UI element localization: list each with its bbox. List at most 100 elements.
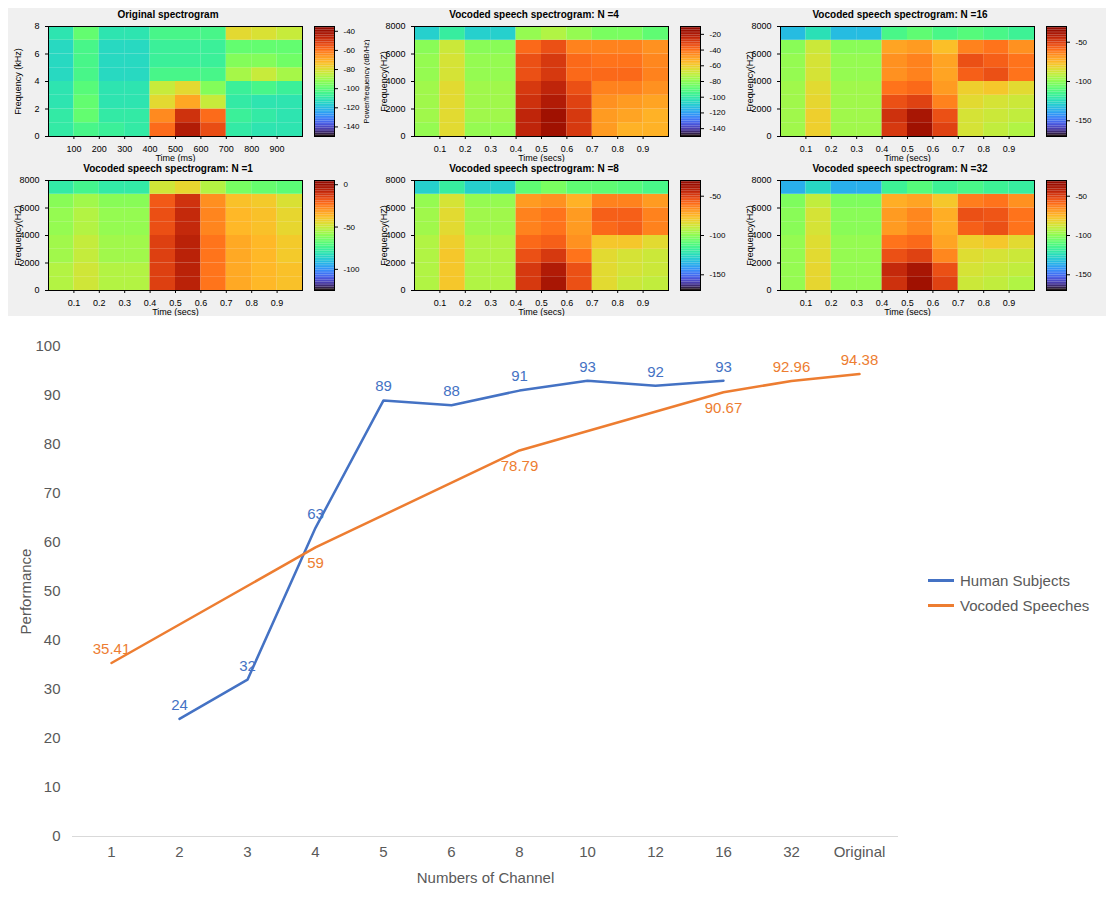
svg-text:Original: Original [834, 843, 886, 860]
svg-text:0: 0 [34, 285, 39, 295]
svg-text:0.8: 0.8 [245, 298, 258, 308]
svg-text:Time (secs): Time (secs) [518, 307, 565, 317]
svg-text:Frequency(HZ): Frequency(HZ) [379, 51, 389, 112]
svg-text:93: 93 [715, 358, 732, 375]
svg-text:12: 12 [647, 843, 664, 860]
svg-text:20: 20 [44, 729, 61, 746]
svg-text:8000: 8000 [385, 176, 405, 185]
svg-text:200: 200 [92, 144, 107, 154]
svg-text:-60: -60 [344, 46, 356, 55]
svg-text:0.1: 0.1 [800, 144, 813, 154]
svg-text:-80: -80 [710, 77, 722, 86]
svg-text:-100: -100 [1076, 77, 1093, 86]
svg-text:700: 700 [219, 144, 234, 154]
svg-text:-50: -50 [1076, 38, 1088, 47]
svg-text:300: 300 [117, 144, 132, 154]
svg-text:90.67: 90.67 [705, 399, 743, 416]
svg-text:2: 2 [175, 843, 183, 860]
svg-text:Numbers of Channel: Numbers of Channel [417, 869, 555, 886]
svg-text:0.2: 0.2 [825, 298, 838, 308]
svg-text:0: 0 [52, 827, 60, 844]
svg-text:-80: -80 [344, 65, 356, 74]
svg-text:-140: -140 [710, 124, 727, 133]
svg-text:0.9: 0.9 [271, 298, 284, 308]
svg-text:-150: -150 [710, 270, 727, 279]
svg-text:0.2: 0.2 [459, 298, 472, 308]
svg-text:100: 100 [35, 337, 60, 354]
svg-text:0.3: 0.3 [484, 298, 497, 308]
svg-text:0.1: 0.1 [68, 298, 81, 308]
svg-text:0.7: 0.7 [220, 298, 233, 308]
svg-text:24: 24 [171, 696, 188, 713]
svg-text:80: 80 [44, 435, 61, 452]
svg-text:89: 89 [375, 377, 392, 394]
svg-text:0.1: 0.1 [800, 298, 813, 308]
svg-text:60: 60 [44, 533, 61, 550]
svg-text:Time (secs): Time (secs) [152, 307, 199, 317]
svg-text:50: 50 [44, 582, 61, 599]
svg-text:92: 92 [647, 363, 664, 380]
svg-text:-50: -50 [1076, 192, 1088, 201]
svg-text:0.3: 0.3 [118, 298, 131, 308]
svg-text:0.7: 0.7 [952, 144, 965, 154]
svg-text:0: 0 [766, 285, 771, 295]
svg-text:8000: 8000 [385, 22, 405, 31]
svg-text:88: 88 [443, 382, 460, 399]
svg-text:-150: -150 [1076, 270, 1093, 279]
svg-text:-50: -50 [344, 223, 356, 232]
svg-text:Time (secs): Time (secs) [884, 307, 931, 317]
svg-text:0: 0 [400, 131, 405, 141]
svg-text:-140: -140 [344, 122, 361, 131]
svg-text:-150: -150 [1076, 116, 1093, 125]
svg-text:93: 93 [579, 358, 596, 375]
svg-text:Frequency (kHz): Frequency (kHz) [13, 48, 23, 115]
svg-text:10: 10 [579, 843, 596, 860]
svg-text:Frequency(HZ): Frequency(HZ) [745, 205, 755, 266]
svg-text:0.8: 0.8 [977, 298, 990, 308]
svg-text:92.96: 92.96 [773, 358, 811, 375]
svg-text:Time (secs): Time (secs) [884, 153, 931, 163]
svg-text:32: 32 [783, 843, 800, 860]
svg-text:0.7: 0.7 [952, 298, 965, 308]
svg-text:8: 8 [34, 22, 39, 31]
svg-text:0.9: 0.9 [637, 298, 650, 308]
svg-text:4: 4 [311, 843, 319, 860]
svg-text:0.2: 0.2 [459, 144, 472, 154]
svg-text:30: 30 [44, 680, 61, 697]
svg-text:2: 2 [34, 104, 39, 114]
svg-text:70: 70 [44, 484, 61, 501]
svg-text:78.79: 78.79 [501, 457, 539, 474]
svg-text:-100: -100 [710, 231, 727, 240]
svg-text:0: 0 [34, 131, 39, 141]
svg-text:40: 40 [44, 631, 61, 648]
svg-text:0.7: 0.7 [586, 298, 599, 308]
svg-text:16: 16 [715, 843, 732, 860]
svg-text:6: 6 [34, 49, 39, 59]
svg-text:5: 5 [379, 843, 387, 860]
svg-text:0.8: 0.8 [611, 144, 624, 154]
svg-text:-40: -40 [344, 27, 356, 36]
svg-text:Frequency(HZ): Frequency(HZ) [13, 205, 23, 266]
svg-text:0.1: 0.1 [434, 144, 447, 154]
svg-text:800: 800 [244, 144, 259, 154]
svg-text:94.38: 94.38 [841, 351, 879, 368]
svg-text:3: 3 [243, 843, 251, 860]
svg-text:0: 0 [344, 180, 349, 189]
svg-text:-100: -100 [710, 93, 727, 102]
svg-text:8000: 8000 [751, 22, 771, 31]
svg-text:0.9: 0.9 [637, 144, 650, 154]
svg-text:600: 600 [193, 144, 208, 154]
svg-text:Performance: Performance [17, 549, 34, 635]
svg-text:0: 0 [766, 131, 771, 141]
svg-text:90: 90 [44, 386, 61, 403]
svg-text:0.2: 0.2 [93, 298, 106, 308]
svg-text:0.8: 0.8 [611, 298, 624, 308]
svg-text:4: 4 [34, 76, 39, 86]
svg-text:Power/frequency (dB/Hz): Power/frequency (dB/Hz) [362, 39, 371, 123]
svg-text:0: 0 [400, 285, 405, 295]
svg-text:-40: -40 [710, 46, 722, 55]
svg-text:1: 1 [107, 843, 115, 860]
svg-text:100: 100 [66, 144, 81, 154]
svg-text:0.7: 0.7 [586, 144, 599, 154]
svg-text:-120: -120 [344, 103, 361, 112]
